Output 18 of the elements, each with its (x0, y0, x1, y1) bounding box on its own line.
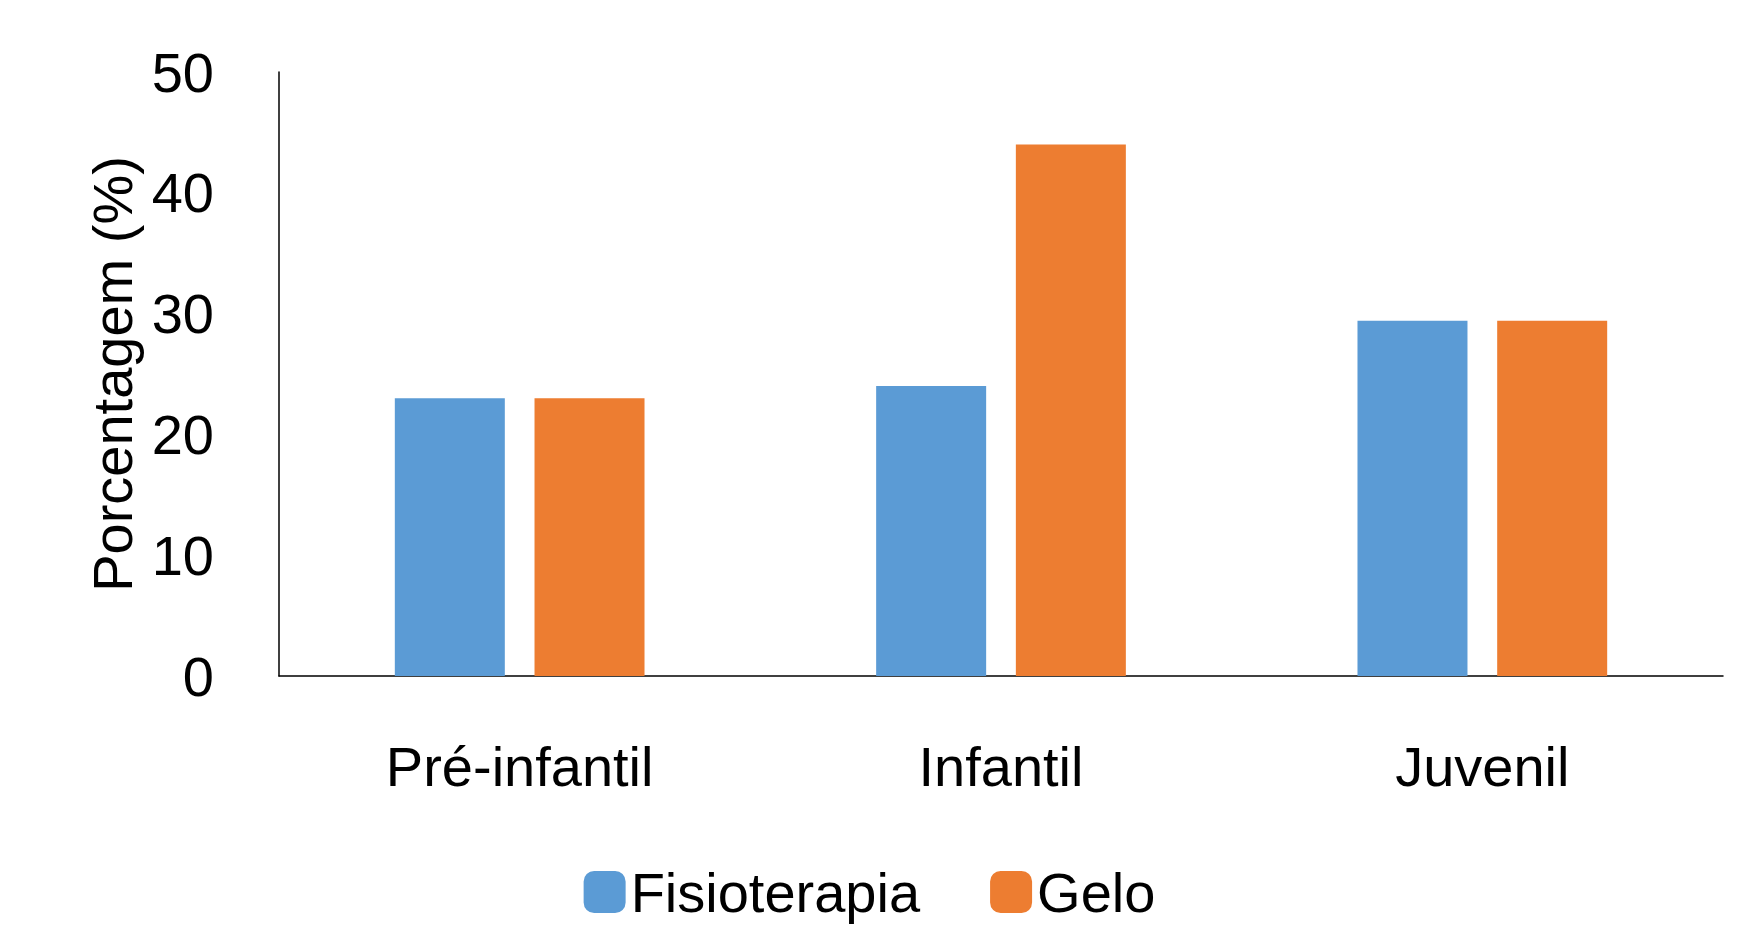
y-tick-label: 50 (151, 40, 214, 104)
bar (1015, 144, 1126, 676)
x-tick-label: Juvenil (1395, 734, 1570, 798)
bar (1357, 320, 1468, 676)
legend-label: Gelo (1037, 860, 1156, 924)
bar (534, 398, 645, 676)
y-tick-label: 0 (182, 644, 214, 708)
x-tick-label: Pré-infantil (385, 734, 654, 798)
y-tick-label: 40 (151, 161, 214, 225)
legend-label: Fisioterapia (630, 860, 921, 924)
y-tick-label: 10 (151, 523, 214, 587)
y-axis-title: Porcentagem (%) (81, 156, 145, 592)
bar (394, 398, 505, 676)
y-tick-label: 30 (151, 282, 214, 346)
bar (876, 386, 987, 676)
y-tick-label: 20 (151, 402, 214, 466)
bar (1497, 320, 1608, 676)
x-tick-label: Infantil (918, 734, 1084, 798)
